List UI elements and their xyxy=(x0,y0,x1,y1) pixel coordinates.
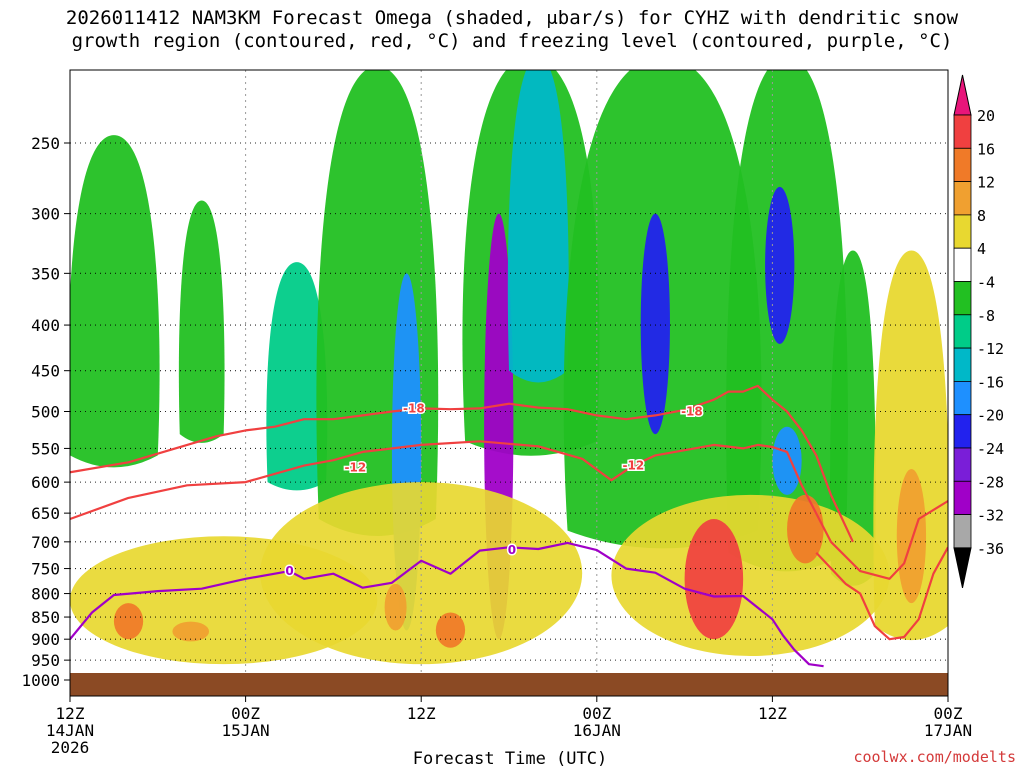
colorbar-label: -12 xyxy=(977,340,1004,358)
colorbar-band xyxy=(953,480,972,515)
omega-cell xyxy=(873,250,948,641)
y-tick-label: 500 xyxy=(31,403,60,422)
y-tick-label: 550 xyxy=(31,439,60,458)
chart-title-line-2: growth region (contoured, red, °C) and f… xyxy=(72,30,953,52)
omega-cell xyxy=(178,200,225,443)
grid-layer xyxy=(70,70,948,696)
contour-label: -18 xyxy=(681,405,703,419)
colorbar-label: -20 xyxy=(977,407,1004,425)
contour-label-layer: -18 -18 -12 -12 0 0 xyxy=(284,400,704,580)
contour-label: 0 xyxy=(285,564,293,578)
colorbar-label: 16 xyxy=(977,140,995,158)
y-tick-label: 1000 xyxy=(21,671,60,690)
colorbar-label: -24 xyxy=(977,440,1004,458)
contour-label: -18 xyxy=(403,401,425,415)
colorbar-band xyxy=(953,147,972,183)
plot-area: -18 -18 -12 -12 0 0 xyxy=(70,70,948,696)
omega-cell xyxy=(896,468,927,604)
omega-cell xyxy=(830,250,876,586)
y-tick-label: 700 xyxy=(31,533,60,552)
colorbar: 20 16 12 8 4 -4 -8 -12 -16 -20 -24 -28 -32 -36 xyxy=(953,74,1004,589)
omega-cell xyxy=(507,70,569,383)
y-tick-label: 950 xyxy=(31,651,60,670)
y-tick-label: 450 xyxy=(31,362,60,381)
colorbar-label: -16 xyxy=(977,373,1004,391)
y-tick-label: 750 xyxy=(31,560,60,579)
colorbar-label: -4 xyxy=(977,274,995,292)
x-tick-sublabel: 17JAN xyxy=(924,721,972,740)
colorbar-label: -28 xyxy=(977,473,1004,491)
y-tick-label: 350 xyxy=(31,264,60,283)
x-axis-title: Forecast Time (UTC) xyxy=(413,749,607,768)
contour-label: -12 xyxy=(345,461,367,475)
x-tick-label: 00Z xyxy=(231,704,260,723)
omega-cell xyxy=(640,213,670,435)
credit-text: coolwx.com/modelts xyxy=(853,748,1016,766)
colorbar-band xyxy=(953,447,972,482)
contour-label: -12 xyxy=(623,459,645,473)
contour-line xyxy=(815,546,948,641)
y-tick-label: 850 xyxy=(31,608,60,627)
x-tick-label: 00Z xyxy=(582,704,611,723)
x-tick-sublabel: 14JAN xyxy=(46,721,94,740)
colorbar-band xyxy=(953,114,972,149)
omega-cell xyxy=(611,494,890,657)
omega-cell xyxy=(435,612,466,648)
y-tick-label: 650 xyxy=(31,504,60,523)
colorbar-label: 4 xyxy=(977,240,986,258)
contour-line xyxy=(70,541,824,668)
colorbar-band xyxy=(953,314,972,349)
x-tick-label: 00Z xyxy=(934,704,963,723)
contour-label: 0 xyxy=(508,543,516,557)
colorbar-band xyxy=(953,214,972,249)
x-tick-label: 12Z xyxy=(758,704,787,723)
colorbar-band xyxy=(953,347,972,382)
colorbar-bottom-arrow xyxy=(953,547,972,589)
y-tick-label: 800 xyxy=(31,585,60,604)
omega-cell xyxy=(70,135,160,468)
x-tick-sublabel: 15JAN xyxy=(222,721,270,740)
contour-line xyxy=(70,384,854,543)
y-tick-label: 300 xyxy=(31,205,60,224)
x-tick-sublabel: 16JAN xyxy=(573,721,621,740)
colorbar-band xyxy=(953,281,972,316)
y-tick-label: 600 xyxy=(31,473,60,492)
y-axis: 250 300 350 400 450 500 550 600 650 700 750 800 850 9… xyxy=(21,134,70,690)
terrain-band xyxy=(70,673,948,696)
colorbar-label: -8 xyxy=(977,307,995,325)
colorbar-band xyxy=(953,181,972,216)
omega-cell xyxy=(260,482,583,665)
omega-shading-layer xyxy=(70,70,948,665)
colorbar-band xyxy=(953,380,972,416)
colorbar-label: 12 xyxy=(977,174,995,192)
chart-title-line-1: 2026011412 NAM3KM Forecast Omega (shaded… xyxy=(66,7,959,29)
colorbar-top-arrow xyxy=(953,74,972,116)
colorbar-label: 20 xyxy=(977,107,995,125)
x-tick-sublabel: 2026 xyxy=(51,738,90,757)
x-tick-label: 12Z xyxy=(407,704,436,723)
omega-cell xyxy=(172,621,210,642)
omega-cell xyxy=(384,583,407,631)
x-tick-label: 12Z xyxy=(56,704,85,723)
colorbar-label: -36 xyxy=(977,540,1004,558)
y-tick-label: 900 xyxy=(31,630,60,649)
omega-cell xyxy=(113,603,144,640)
omega-cell xyxy=(772,426,802,495)
colorbar-label: -32 xyxy=(977,507,1004,525)
colorbar-band xyxy=(953,514,972,549)
omega-cell xyxy=(684,519,744,640)
omega-cell xyxy=(765,186,795,344)
colorbar-label: 8 xyxy=(977,207,986,225)
colorbar-band xyxy=(953,247,972,282)
y-tick-label: 400 xyxy=(31,316,60,335)
y-tick-label: 250 xyxy=(31,134,60,153)
plot-frame xyxy=(69,69,949,697)
contour-layer xyxy=(70,384,948,668)
contour-line xyxy=(70,440,948,580)
colorbar-band xyxy=(953,414,972,449)
omega-cell xyxy=(266,262,328,491)
